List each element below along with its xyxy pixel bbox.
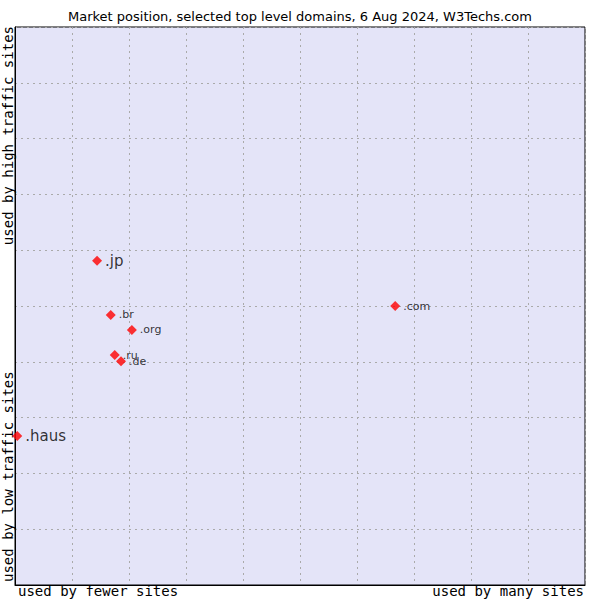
svg-text:.de: .de — [129, 355, 146, 368]
svg-text:.br: .br — [119, 308, 134, 321]
svg-text:Market position, selected top: Market position, selected top level doma… — [68, 9, 532, 24]
svg-text:.jp: .jp — [105, 252, 123, 270]
svg-text:used by many sites: used by many sites — [432, 583, 584, 599]
svg-text:.org: .org — [140, 323, 162, 336]
svg-text:.haus: .haus — [25, 427, 66, 445]
svg-text:used by high traffic sites: used by high traffic sites — [0, 26, 16, 245]
svg-text:used by low traffic sites: used by low traffic sites — [0, 371, 16, 582]
svg-text:.com: .com — [403, 300, 430, 313]
svg-text:used by fewer sites: used by fewer sites — [18, 583, 179, 599]
